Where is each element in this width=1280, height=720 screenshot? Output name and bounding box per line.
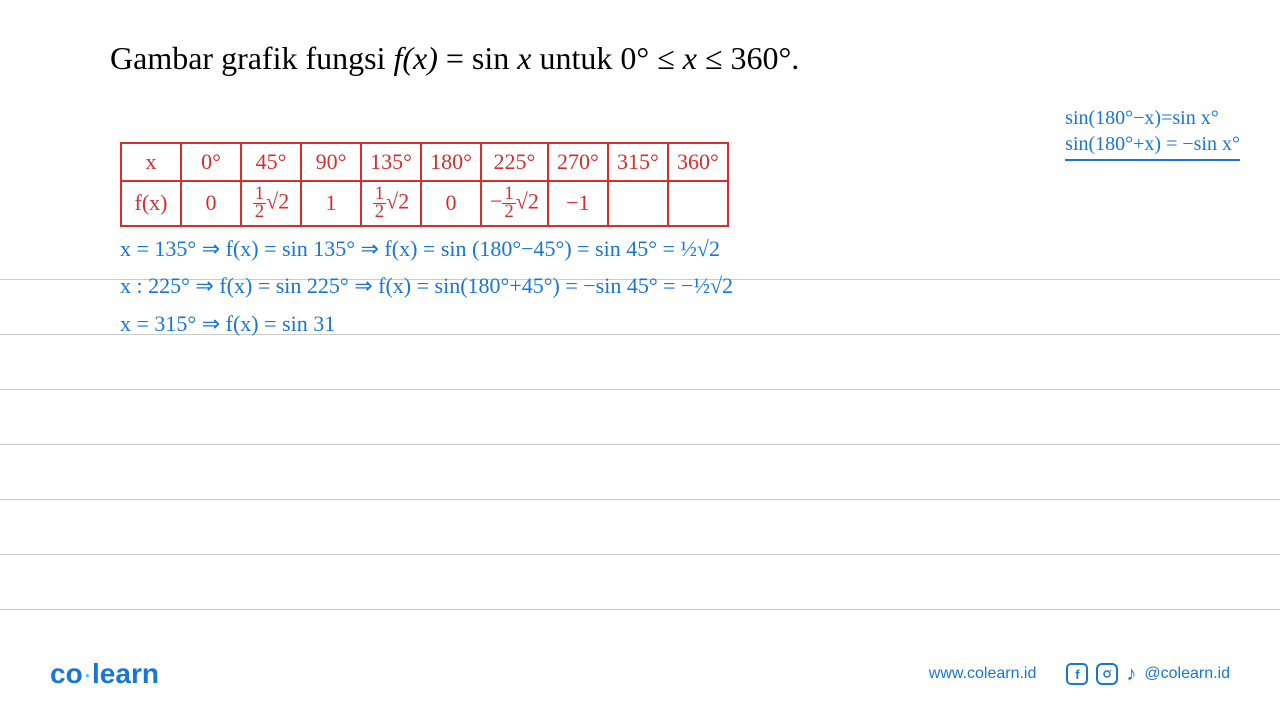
rule-line (0, 335, 1280, 390)
header-fx: f(x) (121, 181, 181, 226)
title-eq: = sin (438, 40, 517, 76)
table-x-cell: 270° (548, 143, 608, 181)
table-fx-cell: 0 (421, 181, 481, 226)
table-x-cell: 315° (608, 143, 668, 181)
value-table: x 0°45°90°135°180°225°270°315°360° f(x) … (120, 142, 729, 227)
logo-learn: learn (92, 658, 159, 689)
table-x-cell: 90° (301, 143, 361, 181)
identity-line-2: sin(180°+x) = −sin x° (1065, 131, 1240, 161)
table-fx-cell (608, 181, 668, 226)
rule-line (0, 500, 1280, 555)
table-fx-cell (668, 181, 728, 226)
footer-url: www.colearn.id (929, 665, 1037, 683)
rule-line (0, 445, 1280, 500)
table-header-row: x 0°45°90°135°180°225°270°315°360° (121, 143, 728, 181)
title-fx: f(x) (393, 40, 437, 76)
footer-right: www.colearn.id f ♪ @colearn.id (929, 663, 1230, 686)
footer-handle: @colearn.id (1144, 665, 1230, 683)
table-fx-cell: 12√2 (241, 181, 301, 226)
table-x-cell: 135° (361, 143, 421, 181)
footer: co·learn www.colearn.id f ♪ @colearn.id (50, 658, 1230, 690)
table-value-row: f(x) 012√2112√20−12√2−1 (121, 181, 728, 226)
identity-annotation: sin(180°−x)=sin x° sin(180°+x) = −sin x° (1065, 105, 1240, 161)
rule-line (0, 555, 1280, 610)
table-x-cell: 225° (481, 143, 548, 181)
table-x-cell: 0° (181, 143, 241, 181)
table-x-cell: 360° (668, 143, 728, 181)
title-x: x (517, 40, 531, 76)
table-fx-cell: 1 (301, 181, 361, 226)
page-title: Gambar grafik fungsi f(x) = sin x untuk … (110, 40, 799, 77)
table-fx-cell: 0 (181, 181, 241, 226)
tiktok-icon: ♪ (1126, 663, 1136, 686)
title-suffix: ≤ 360°. (697, 40, 799, 76)
logo: co·learn (50, 658, 159, 690)
title-mid: untuk 0° ≤ (531, 40, 682, 76)
header-x: x (121, 143, 181, 181)
table-fx-cell: 12√2 (361, 181, 421, 226)
rule-line (0, 390, 1280, 445)
logo-dot: · (83, 658, 92, 689)
instagram-icon (1096, 663, 1118, 685)
logo-co: co (50, 658, 83, 689)
title-prefix: Gambar grafik fungsi (110, 40, 393, 76)
work-line: x = 135° ⇒ f(x) = sin 135° ⇒ f(x) = sin … (120, 230, 1220, 267)
table-fx-cell: −1 (548, 181, 608, 226)
table-x-cell: 180° (421, 143, 481, 181)
title-x2: x (683, 40, 697, 76)
work-line: x : 225° ⇒ f(x) = sin 225° ⇒ f(x) = sin(… (120, 267, 1220, 304)
table-x-cell: 45° (241, 143, 301, 181)
social-icons: f ♪ @colearn.id (1066, 663, 1230, 686)
work-line: x = 315° ⇒ f(x) = sin 31 (120, 305, 1220, 342)
facebook-icon: f (1066, 663, 1088, 685)
identity-line-1: sin(180°−x)=sin x° (1065, 105, 1240, 131)
table-fx-cell: −12√2 (481, 181, 548, 226)
work-area: x = 135° ⇒ f(x) = sin 135° ⇒ f(x) = sin … (120, 230, 1220, 342)
